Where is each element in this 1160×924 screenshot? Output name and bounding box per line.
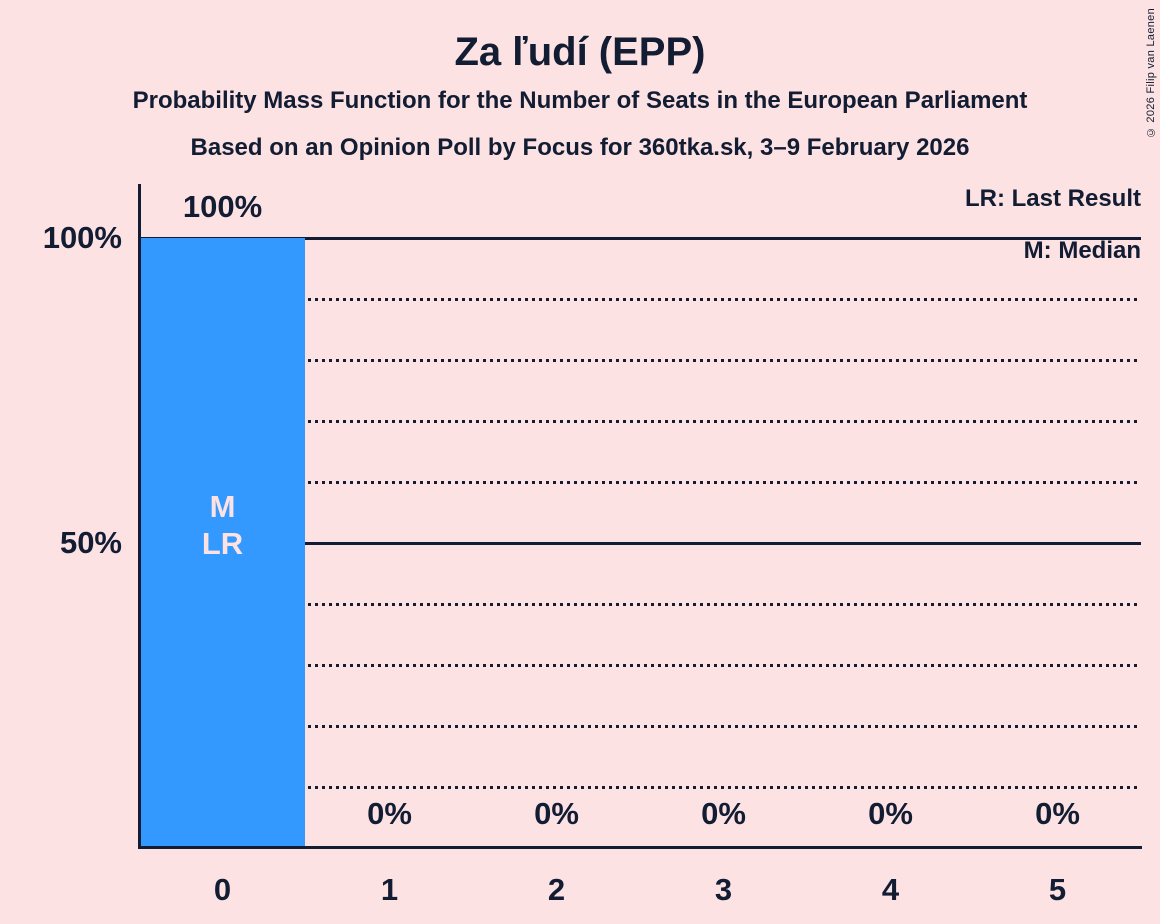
x-axis [138,846,1142,849]
gridline-50pct [140,542,1141,545]
median-marker: M [209,489,236,524]
x-tick-5: 5 [1048,872,1067,907]
copyright-notice: © 2026 Filip van Laenen [1145,8,1157,139]
legend-last-result: LR: Last Result [964,185,1141,212]
bar-seats-0-value-label: 100% [182,189,263,224]
x-tick-3: 3 [714,872,733,907]
x-tick-2: 2 [547,872,566,907]
gridline-90pct [140,298,1141,301]
y-tick-50: 50% [59,525,122,560]
bar-seats-2-value-label: 0% [534,796,579,831]
gridline-100pct [140,237,1141,240]
bar-seats-5-value-label: 0% [1035,796,1080,831]
bar-seats-1-value-label: 0% [367,796,412,831]
chart-title: Za ľudí (EPP) [454,30,706,74]
chart-source-line: Based on an Opinion Poll by Focus for 36… [190,134,970,161]
gridline-60pct [140,481,1141,484]
gridline-30pct [140,664,1141,667]
gridline-10pct [140,786,1141,789]
x-tick-0: 0 [213,872,232,907]
bar-seats-0 [140,238,305,846]
y-axis [138,184,141,849]
gridline-20pct [140,725,1141,728]
chart-subtitle: Probability Mass Function for the Number… [132,87,1028,114]
bar-seats-4-value-label: 0% [868,796,913,831]
gridline-70pct [140,420,1141,423]
x-tick-4: 4 [881,872,900,907]
y-tick-100: 100% [42,220,122,255]
bar-seats-3-value-label: 0% [701,796,746,831]
gridline-80pct [140,359,1141,362]
x-tick-1: 1 [380,872,399,907]
last-result-marker: LR [201,526,244,561]
gridline-40pct [140,603,1141,606]
legend-median: M: Median [1023,237,1141,264]
